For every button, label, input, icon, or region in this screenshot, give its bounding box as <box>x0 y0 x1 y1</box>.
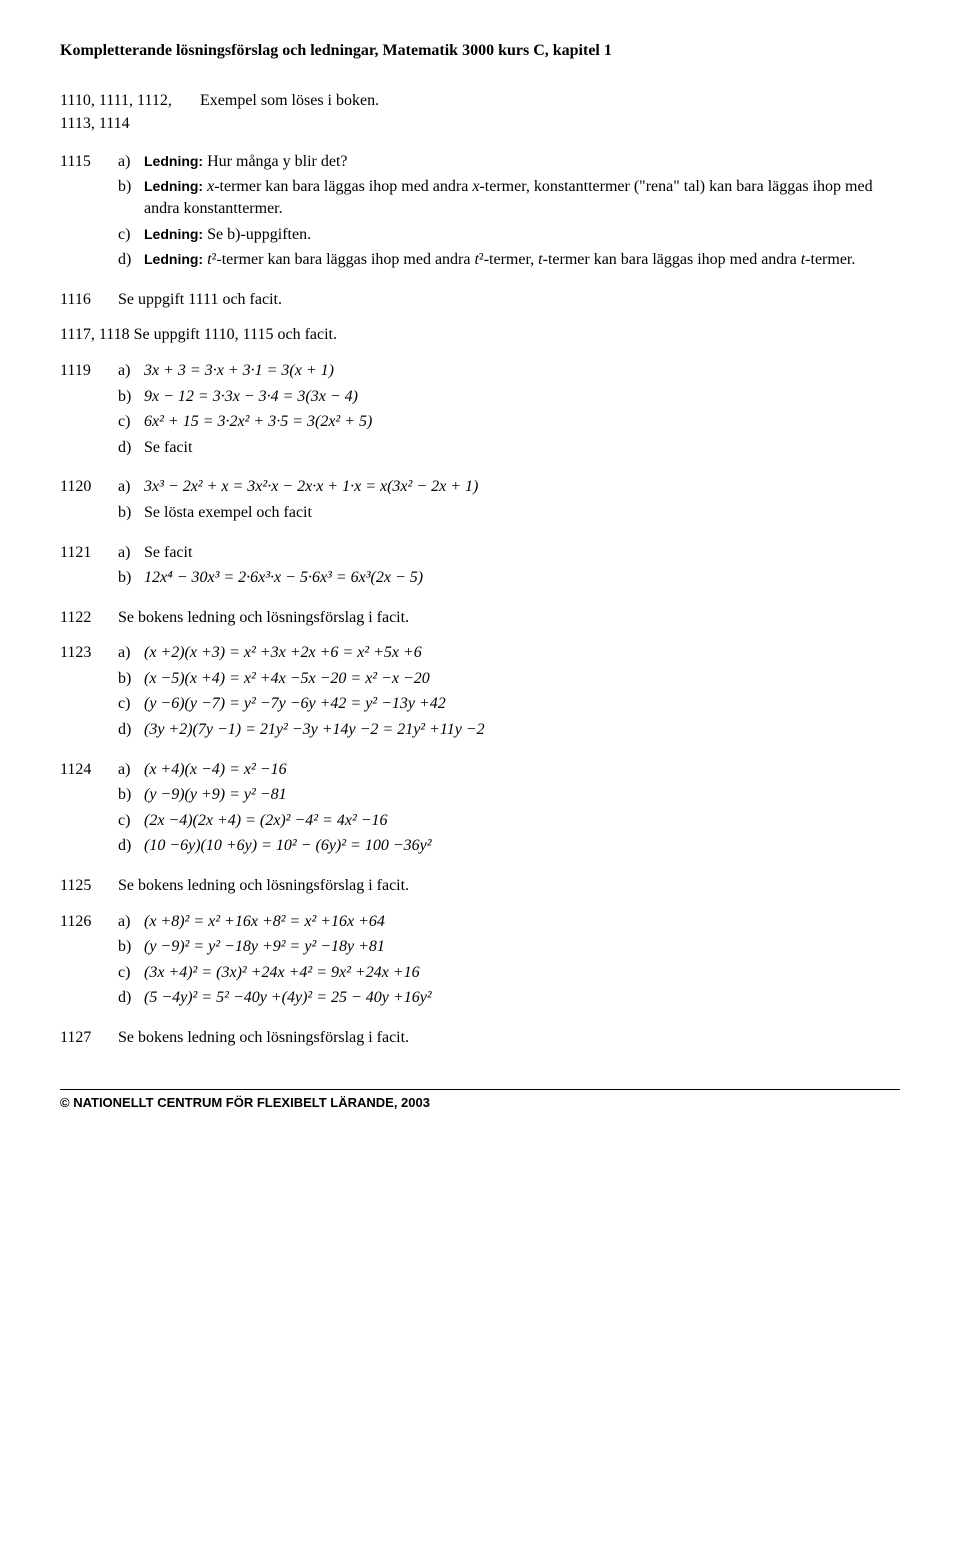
sub-letter: b) <box>118 567 144 589</box>
t: ²-termer kan bara läggas ihop med andra <box>212 251 475 268</box>
sub-letter: a) <box>118 542 144 564</box>
sub-text: Ledning: Hur många y blir det? <box>144 151 348 173</box>
ledning-label: Ledning: <box>144 251 203 267</box>
exercise-number: 1122 <box>60 607 118 629</box>
entry-1110-1114: 1110, 1111, 1112, 1113, 1114 Exempel som… <box>60 90 900 137</box>
exercise-number: 1127 <box>60 1027 118 1049</box>
sub-letter: d) <box>118 835 144 857</box>
entry-1120: 1120 a)3x³ − 2x² + x = 3x²·x − 2x·x + 1·… <box>60 476 900 527</box>
sub-letter: b) <box>118 668 144 690</box>
sub-letter: c) <box>118 693 144 715</box>
entry-1125: 1125 Se bokens ledning och lösningsförsl… <box>60 875 900 897</box>
math-expr: 6x² + 15 = 3·2x² + 3·5 = 3(2x² + 5) <box>144 411 372 433</box>
entry-1116: 1116 Se uppgift 1111 och facit. <box>60 289 900 311</box>
sub-letter: d) <box>118 249 144 271</box>
math-expr: 3x + 3 = 3·x + 3·1 = 3(x + 1) <box>144 360 334 382</box>
math-expr: (y −9)(y +9) = y² −81 <box>144 784 287 806</box>
sub-text: Se facit <box>144 437 192 459</box>
exercise-text: Se uppgift 1111 och facit. <box>118 289 900 311</box>
exercise-text: Se bokens ledning och lösningsförslag i … <box>118 607 900 629</box>
ledning-label: Ledning: <box>144 226 203 242</box>
math-expr: (x +8)² = x² +16x +8² = x² +16x +64 <box>144 911 385 933</box>
math-expr: (y −9)² = y² −18y +9² = y² −18y +81 <box>144 936 385 958</box>
entry-1122: 1122 Se bokens ledning och lösningsförsl… <box>60 607 900 629</box>
sub-letter: c) <box>118 810 144 832</box>
exercise-text: Se bokens ledning och lösningsförslag i … <box>118 1027 900 1049</box>
t: -termer kan bara läggas ihop med andra <box>214 178 472 195</box>
t: -termer kan bara läggas ihop med andra <box>543 251 801 268</box>
exercise-number: 1121 <box>60 542 118 593</box>
document-header: Kompletterande lösningsförslag och ledni… <box>60 40 900 62</box>
exercise-number: 1120 <box>60 476 118 527</box>
ledning-label: Ledning: <box>144 178 203 194</box>
sub-text: Se facit <box>144 542 192 564</box>
exercise-range-line1: 1110, 1111, 1112, <box>60 90 200 112</box>
sub-text: Ledning: x-termer kan bara läggas ihop m… <box>144 176 900 219</box>
exercise-number: 1116 <box>60 289 118 311</box>
math-expr: 12x⁴ − 30x³ = 2·6x³·x − 5·6x³ = 6x³(2x −… <box>144 567 423 589</box>
entry-1117-1118: 1117, 1118 Se uppgift 1110, 1115 och fac… <box>60 324 900 346</box>
exercise-number: 1126 <box>60 911 118 1013</box>
sub-letter: c) <box>118 224 144 246</box>
sub-letter: d) <box>118 437 144 459</box>
entry-1124: 1124 a)(x +4)(x −4) = x² −16 b)(y −9)(y … <box>60 759 900 861</box>
entry-1119: 1119 a)3x + 3 = 3·x + 3·1 = 3(x + 1) b)9… <box>60 360 900 462</box>
t: -termer. <box>805 251 855 268</box>
entry-1126: 1126 a)(x +8)² = x² +16x +8² = x² +16x +… <box>60 911 900 1013</box>
math-expr: 9x − 12 = 3·3x − 3·4 = 3(3x − 4) <box>144 386 358 408</box>
math-expr: (5 −4y)² = 5² −40y +(4y)² = 25 − 40y +16… <box>144 987 432 1009</box>
sub-letter: a) <box>118 360 144 382</box>
math-expr: (3y +2)(7y −1) = 21y² −3y +14y −2 = 21y²… <box>144 719 485 741</box>
math-expr: (x −5)(x +4) = x² +4x −5x −20 = x² −x −2… <box>144 668 430 690</box>
sub-letter: a) <box>118 911 144 933</box>
entry-1115: 1115 a) Ledning: Hur många y blir det? b… <box>60 151 900 275</box>
sub-text: Se lösta exempel och facit <box>144 502 312 524</box>
exercise-text: Se bokens ledning och lösningsförslag i … <box>118 875 900 897</box>
exercise-text: 1117, 1118 Se uppgift 1110, 1115 och fac… <box>60 324 900 346</box>
sub-letter: b) <box>118 936 144 958</box>
math-expr: (2x −4)(2x +4) = (2x)² −4² = 4x² −16 <box>144 810 388 832</box>
sub-letter: b) <box>118 386 144 408</box>
sub-letter: b) <box>118 176 144 219</box>
math-expr: (10 −6y)(10 +6y) = 10² − (6y)² = 100 −36… <box>144 835 432 857</box>
math-expr: (x +2)(x +3) = x² +3x +2x +6 = x² +5x +6 <box>144 642 422 664</box>
math-expr: (x +4)(x −4) = x² −16 <box>144 759 287 781</box>
sub-letter: a) <box>118 151 144 173</box>
sub-letter: a) <box>118 476 144 498</box>
sub-letter: a) <box>118 642 144 664</box>
sub-letter: a) <box>118 759 144 781</box>
sub-letter: c) <box>118 962 144 984</box>
exercise-number: 1119 <box>60 360 118 462</box>
math-expr: (y −6)(y −7) = y² −7y −6y +42 = y² −13y … <box>144 693 446 715</box>
entry-1127: 1127 Se bokens ledning och lösningsförsl… <box>60 1027 900 1049</box>
t: ²-termer, <box>479 251 538 268</box>
exercise-number: 1115 <box>60 151 118 275</box>
sub-letter: b) <box>118 502 144 524</box>
exercise-range-text: Exempel som löses i boken. <box>200 90 379 137</box>
exercise-number: 1124 <box>60 759 118 861</box>
entry-1121: 1121 a)Se facit b)12x⁴ − 30x³ = 2·6x³·x … <box>60 542 900 593</box>
exercise-range-line2: 1113, 1114 <box>60 113 200 135</box>
sub-letter: d) <box>118 719 144 741</box>
ledning-text: Hur många y blir det? <box>203 153 347 170</box>
ledning-text: Se b)-uppgiften. <box>203 226 311 243</box>
math-expr: 3x³ − 2x² + x = 3x²·x − 2x·x + 1·x = x(3… <box>144 476 478 498</box>
sub-letter: b) <box>118 784 144 806</box>
page-footer: © NATIONELLT CENTRUM FÖR FLEXIBELT LÄRAN… <box>60 1089 900 1112</box>
math-expr: (3x +4)² = (3x)² +24x +4² = 9x² +24x +16 <box>144 962 420 984</box>
exercise-number: 1125 <box>60 875 118 897</box>
ledning-label: Ledning: <box>144 153 203 169</box>
sub-letter: c) <box>118 411 144 433</box>
exercise-number: 1123 <box>60 642 118 744</box>
sub-letter: d) <box>118 987 144 1009</box>
sub-text: Ledning: Se b)-uppgiften. <box>144 224 311 246</box>
sub-text: Ledning: t²-termer kan bara läggas ihop … <box>144 249 855 271</box>
entry-1123: 1123 a)(x +2)(x +3) = x² +3x +2x +6 = x²… <box>60 642 900 744</box>
